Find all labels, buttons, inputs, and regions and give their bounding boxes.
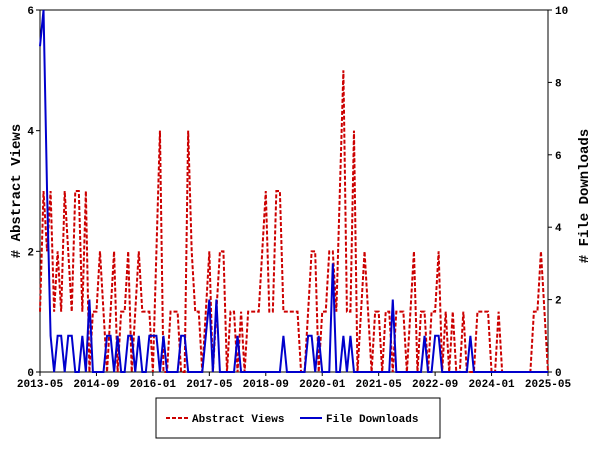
x-tick-label: 2018-09 bbox=[243, 379, 289, 391]
x-tick-label: 2024-01 bbox=[468, 379, 515, 391]
x-tick-label: 2022-09 bbox=[412, 379, 458, 391]
y2-tick-label: 10 bbox=[555, 6, 568, 18]
legend-label: Abstract Views bbox=[192, 414, 284, 426]
x-tick-label: 2017-05 bbox=[186, 379, 233, 391]
x-tick-label: 2013-05 bbox=[17, 379, 64, 391]
series-line bbox=[39, 70, 549, 373]
y2-tick-label: 6 bbox=[555, 151, 562, 163]
x-tick-label: 2020-01 bbox=[299, 379, 346, 391]
y-tick-label: 4 bbox=[27, 127, 34, 139]
y2-tick-label: 0 bbox=[555, 368, 562, 380]
x-tick-label: 2025-05 bbox=[525, 379, 572, 391]
legend-label: File Downloads bbox=[326, 414, 418, 426]
y2-axis-label: # File Downloads bbox=[577, 129, 593, 263]
y2-tick-label: 4 bbox=[555, 223, 562, 235]
y2-tick-label: 2 bbox=[555, 296, 562, 308]
series-line bbox=[39, 9, 548, 373]
legend bbox=[155, 397, 441, 439]
y-tick-label: 6 bbox=[27, 6, 34, 18]
x-tick-label: 2021-05 bbox=[356, 379, 403, 391]
x-tick-label: 2016-01 bbox=[130, 379, 177, 391]
y-tick-label: 2 bbox=[27, 247, 34, 259]
y-axis-label: # Abstract Views bbox=[9, 124, 25, 258]
y2-tick-label: 8 bbox=[555, 78, 562, 90]
x-tick-label: 2014-09 bbox=[73, 379, 119, 391]
y-tick-label: 0 bbox=[27, 368, 34, 380]
